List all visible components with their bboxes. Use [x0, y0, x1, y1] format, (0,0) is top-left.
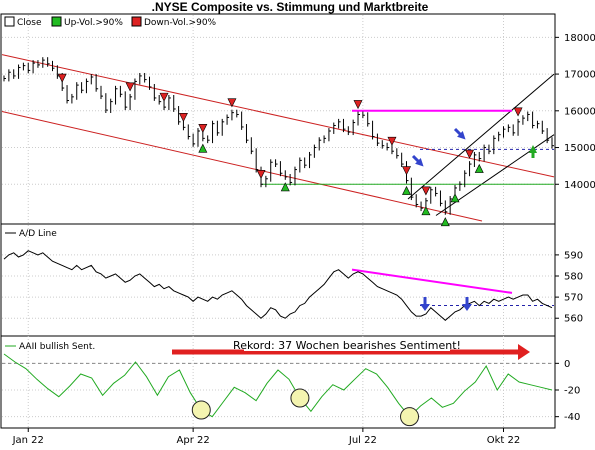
y-tick-label: 15000 — [564, 143, 595, 154]
ad-series-line — [3, 250, 553, 321]
price-arrow-head — [457, 131, 466, 140]
x-tick-label: Apr 22 — [177, 435, 210, 446]
legend-close: Close — [17, 18, 42, 28]
uptrend-upper-line — [407, 73, 555, 200]
record-annotation: Rekord: 37 Wochen bearishes Sentiment! — [172, 338, 530, 360]
down-vol-marker — [353, 100, 363, 110]
y-tick-label: 580 — [564, 272, 583, 283]
channel-lower-line — [1, 111, 483, 222]
sentiment-low-circle — [400, 407, 420, 427]
up-vol-marker — [198, 143, 208, 153]
up-vol-marker — [450, 193, 460, 203]
legend-down-vol: Down-Vol.>90% — [144, 18, 217, 28]
record-label-bg — [244, 338, 450, 351]
down-vol-marker — [421, 186, 431, 196]
up-vol-marker — [280, 182, 290, 192]
sentiment-low-circle — [191, 400, 211, 420]
x-tick-label: Okt 22 — [487, 435, 521, 446]
y-tick-label: 16000 — [564, 106, 595, 117]
x-tick-label: Jan 22 — [12, 435, 44, 446]
up-vol-marker — [474, 163, 484, 173]
down-vol-marker — [159, 92, 169, 102]
y-tick-label: 14000 — [564, 180, 595, 191]
down-vol-marker — [57, 73, 67, 83]
price-panel — [0, 13, 556, 225]
legend-ad-line: A/D Line — [19, 229, 57, 239]
up-vol-marker — [402, 185, 411, 195]
price-arrow-head — [415, 158, 424, 167]
sentiment-series-line — [3, 353, 553, 418]
record-arrow-head — [518, 344, 530, 360]
legend-swatch-close — [4, 16, 15, 27]
y-tick-label: -40 — [564, 412, 580, 423]
ad-arrow-head — [462, 304, 472, 311]
down-vol-marker — [227, 98, 237, 108]
sentiment-low-circle — [290, 388, 310, 408]
y-tick-label: 17000 — [564, 70, 595, 81]
uptrend-lower-line — [435, 134, 555, 216]
ad-panel — [0, 223, 556, 337]
up-vol-marker — [421, 206, 431, 216]
ad-legend: A/D Line — [5, 229, 57, 239]
down-vol-marker — [387, 136, 397, 146]
legend-up-vol: Up-Vol.>90% — [64, 18, 123, 28]
legend-swatch-down-vol — [131, 16, 142, 27]
down-vol-marker — [178, 113, 188, 123]
down-vol-marker — [198, 124, 208, 134]
y-tick-label: 18000 — [564, 33, 595, 44]
y-tick-label: 0 — [564, 359, 570, 370]
channel-upper-line — [1, 54, 555, 178]
y-tick-label: 590 — [564, 250, 583, 261]
legend-aaii: AAII bullish Sent. — [19, 342, 95, 352]
chart-title: .NYSE Composite vs. Stimmung und Marktbr… — [152, 0, 429, 14]
ad-arrow-head — [420, 304, 430, 311]
x-tick-label: Jul 22 — [348, 435, 377, 446]
sentiment-panel — [0, 335, 556, 429]
down-vol-marker — [513, 107, 523, 117]
down-vol-marker — [256, 169, 266, 179]
down-vol-marker — [402, 166, 411, 176]
y-tick-label: 570 — [564, 293, 583, 304]
y-tick-label: 560 — [564, 314, 583, 325]
down-vol-marker — [125, 82, 135, 92]
price-up-arrow-head — [528, 145, 538, 153]
sentiment-legend: AAII bullish Sent. — [5, 342, 95, 352]
price-legend: Close Up-Vol.>90% Down-Vol.>90% — [4, 16, 217, 28]
down-vol-marker — [465, 149, 475, 159]
ad-divergence-line — [351, 268, 513, 294]
up-vol-marker — [440, 217, 450, 227]
y-tick-label: -20 — [564, 386, 580, 397]
legend-swatch-up-vol — [51, 16, 62, 27]
record-label: Rekord: 37 Wochen bearishes Sentiment! — [233, 339, 461, 352]
